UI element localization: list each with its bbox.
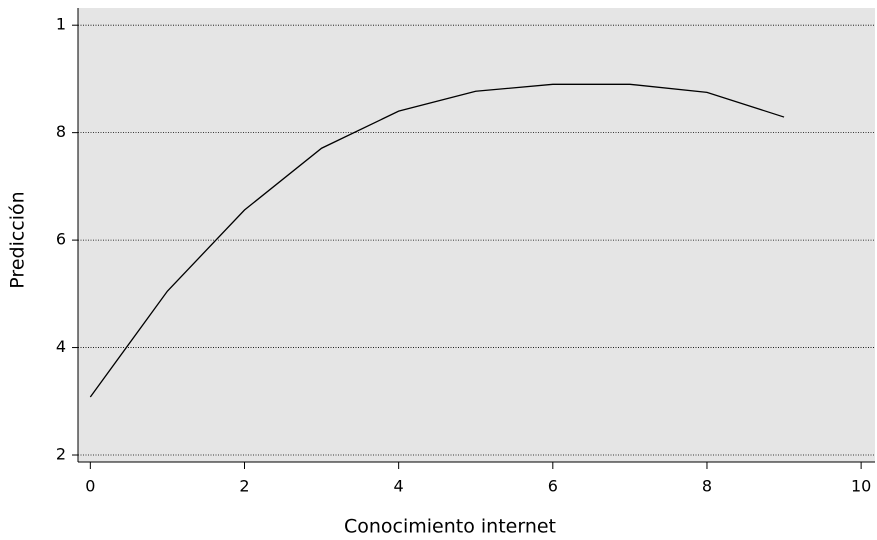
x-tick-label: 2 [239, 477, 249, 496]
plot-background [78, 8, 875, 462]
x-axis-title: Conocimiento internet [344, 516, 556, 538]
x-tick-label: 10 [851, 477, 871, 496]
data-line [89, 83, 785, 398]
y-tick-label: 8 [56, 122, 66, 141]
x-tick-label: 0 [85, 477, 95, 496]
y-axis-title: Predicción [7, 191, 29, 288]
x-tick-label: 4 [394, 477, 404, 496]
y-tick-label: 2 [56, 445, 66, 464]
y-tick-label: 1 [56, 15, 66, 34]
x-tick-label: 8 [702, 477, 712, 496]
x-tick-label: 6 [548, 477, 558, 496]
y-tick-label: 4 [56, 337, 66, 356]
y-tick-label: 6 [56, 230, 66, 249]
